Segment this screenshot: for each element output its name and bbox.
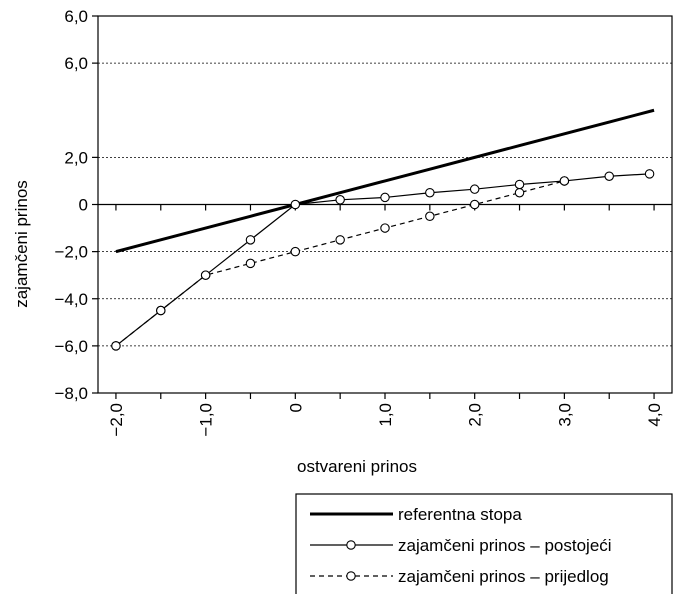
- legend-marker-2: [346, 540, 356, 550]
- y-tick-label: 6,0: [64, 7, 88, 26]
- series-3-point: [514, 187, 525, 198]
- series-2-point: [380, 192, 390, 203]
- x-tick-label: 0: [286, 403, 305, 412]
- axes: [92, 15, 673, 399]
- legend-box: [295, 493, 673, 594]
- series-3-point: [245, 258, 256, 269]
- y-tick-label: 0: [79, 196, 88, 215]
- x-axis-label: ostvareni prinos: [297, 457, 417, 476]
- y-axis-label: zajamčeni prinos: [12, 180, 31, 308]
- series-3-point: [425, 211, 435, 222]
- legend: referentna stopa zajamčeni prinos – posto…: [295, 493, 673, 594]
- x-tick-label: 2,0: [466, 403, 485, 427]
- legend-label-1: referentna stopa: [398, 505, 522, 524]
- series-2-point: [604, 171, 614, 181]
- y-tick-label: −8,0: [54, 384, 88, 403]
- series-2-point: [425, 187, 435, 198]
- legend-label-2: zajamčeni prinos – postojeći: [398, 536, 612, 555]
- y-tick-label: 6,0: [64, 54, 88, 73]
- x-tick-label: −2,0: [107, 403, 126, 437]
- x-tick-label: −1,0: [197, 403, 216, 437]
- x-tick-label: 3,0: [555, 403, 574, 427]
- series-line-1: [115, 108, 655, 254]
- series-3-point: [290, 246, 301, 257]
- series-3-point: [200, 270, 211, 280]
- series-2-point: [335, 195, 345, 205]
- legend-marker-3: [346, 571, 356, 581]
- legend-label-3: zajamčeni prinos – prijedlog: [398, 567, 609, 586]
- series-2-point: [290, 199, 301, 210]
- y-tick-label: −4,0: [54, 290, 88, 309]
- series-3-point: [380, 223, 390, 233]
- series-2-point: [245, 235, 256, 245]
- tick-labels: 6,0 6,0 2,0 0 −2,0 −4,0 −6,0 −8,0 −2,0 −1,0 0 1,0 2,…: [54, 7, 664, 437]
- y-tick-label: 2,0: [64, 148, 88, 167]
- series-2-point: [514, 179, 525, 190]
- series-3-point: [111, 341, 121, 351]
- x-tick-label: 1,0: [376, 403, 395, 427]
- x-tick-label: 4,0: [645, 403, 664, 427]
- y-tick-label: −2,0: [54, 243, 88, 262]
- series-3-point: [335, 235, 345, 245]
- series-3-point: [469, 199, 480, 210]
- series-3-point: [156, 305, 166, 316]
- y-tick-label: −6,0: [54, 337, 88, 356]
- series-2-point: [644, 169, 655, 179]
- series: [111, 108, 655, 351]
- series-2-point: [469, 184, 480, 194]
- series-3-point: [559, 176, 570, 186]
